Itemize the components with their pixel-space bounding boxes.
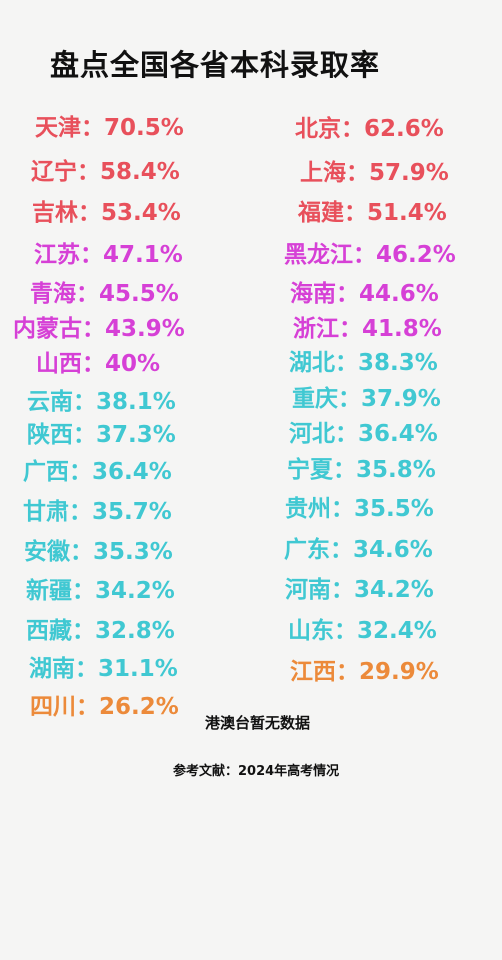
no-data-note: 港澳台暂无数据 xyxy=(205,714,311,732)
entry-hainan: 海南：44.6% xyxy=(290,281,439,307)
entry-yunnan: 云南：38.1% xyxy=(27,389,176,415)
entry-heilongjiang: 黑龙江：46.2% xyxy=(284,242,456,268)
entry-jilin: 吉林：53.4% xyxy=(32,200,181,226)
entry-shandong: 山东：32.4% xyxy=(288,618,437,644)
entry-guangdong: 广东：34.6% xyxy=(284,537,433,563)
entry-neimenggu: 内蒙古：43.9% xyxy=(13,316,185,342)
entry-jiangsu: 江苏：47.1% xyxy=(34,242,183,268)
entry-gansu: 甘肃：35.7% xyxy=(23,499,172,525)
entry-hubei: 湖北：38.3% xyxy=(289,350,438,376)
page-title: 盘点全国各省本科录取率 xyxy=(50,48,381,82)
entry-xizang: 西藏：32.8% xyxy=(26,618,175,644)
entry-henan: 河南：34.2% xyxy=(285,577,434,603)
entry-shanxi: 山西：40% xyxy=(36,351,161,377)
reference-note: 参考文献：2024年高考情况 xyxy=(173,764,340,779)
entry-shanghai: 上海：57.9% xyxy=(300,160,449,186)
entry-liaoning: 辽宁：58.4% xyxy=(31,159,180,185)
entry-jiangxi: 江西：29.9% xyxy=(290,659,439,685)
entry-qinghai: 青海：45.5% xyxy=(30,281,179,307)
entry-hunan: 湖南：31.1% xyxy=(29,656,178,682)
entry-tianjin: 天津：70.5% xyxy=(35,115,184,141)
entry-chongqing: 重庆：37.9% xyxy=(292,386,441,412)
entry-hebei: 河北：36.4% xyxy=(289,421,438,447)
entry-sichuan: 四川：26.2% xyxy=(30,694,179,720)
entry-guangxi: 广西：36.4% xyxy=(23,459,172,485)
entry-ningxia: 宁夏：35.8% xyxy=(287,457,436,483)
entry-guizhou: 贵州：35.5% xyxy=(285,496,434,522)
entry-fujian: 福建：51.4% xyxy=(298,200,447,226)
entry-anhui: 安徽：35.3% xyxy=(24,539,173,565)
entry-xinjiang: 新疆：34.2% xyxy=(26,578,175,604)
entry-beijing: 北京：62.6% xyxy=(295,116,444,142)
entry-shaanxi: 陕西：37.3% xyxy=(27,422,176,448)
entry-zhejiang: 浙江：41.8% xyxy=(293,316,442,342)
